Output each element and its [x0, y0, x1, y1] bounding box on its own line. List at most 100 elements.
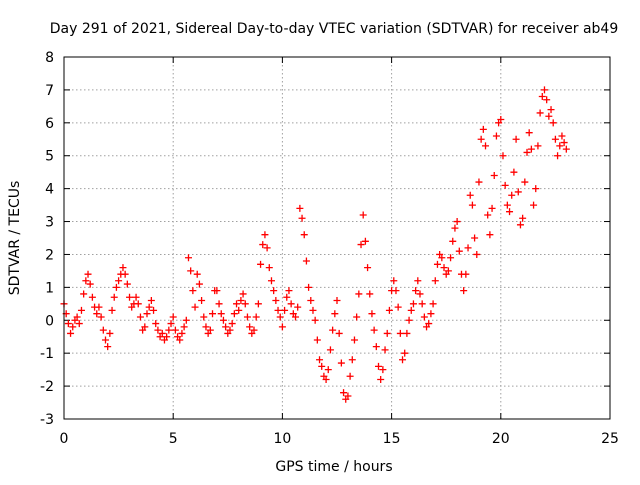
data-point — [514, 188, 522, 196]
data-point — [508, 191, 516, 199]
data-point — [254, 300, 262, 308]
data-point — [287, 300, 295, 308]
data-point — [482, 142, 490, 150]
y-tick-label: 5 — [45, 149, 54, 165]
data-point — [119, 264, 127, 272]
data-point — [250, 326, 258, 334]
data-point — [243, 313, 251, 321]
data-point — [104, 343, 112, 351]
data-point — [217, 310, 225, 318]
data-point — [252, 313, 260, 321]
data-point — [331, 310, 339, 318]
data-point — [510, 168, 518, 176]
data-point — [438, 254, 446, 262]
data-point — [228, 320, 236, 328]
data-point — [554, 152, 562, 160]
data-point — [492, 132, 500, 140]
data-point — [396, 329, 404, 337]
data-point — [184, 254, 192, 262]
data-point — [499, 152, 507, 160]
data-point — [169, 313, 177, 321]
data-point — [178, 329, 186, 337]
data-point — [449, 237, 457, 245]
data-point — [77, 306, 85, 314]
data-point — [106, 329, 114, 337]
data-point — [67, 329, 75, 337]
data-point — [246, 323, 254, 331]
data-point — [324, 366, 332, 374]
data-point — [123, 280, 131, 288]
y-axis-label: SDTVAR / TECUs — [7, 181, 23, 296]
data-point — [163, 333, 171, 341]
data-point — [187, 267, 195, 275]
data-point — [259, 241, 267, 249]
data-point — [538, 92, 546, 100]
data-point — [383, 329, 391, 337]
x-tick-labels: 0 5 10 15 20 25 — [60, 431, 619, 447]
data-point — [503, 201, 511, 209]
data-point — [167, 320, 175, 328]
data-point — [412, 287, 420, 295]
data-point — [300, 231, 308, 239]
data-point — [313, 336, 321, 344]
data-point — [506, 208, 514, 216]
data-point — [405, 316, 413, 324]
data-point — [462, 270, 470, 278]
data-point — [222, 323, 230, 331]
data-point — [165, 326, 173, 334]
data-point — [272, 297, 280, 305]
data-point — [145, 303, 153, 311]
data-point — [431, 277, 439, 285]
data-point — [326, 346, 334, 354]
data-point — [147, 297, 155, 305]
data-point — [305, 283, 313, 291]
data-point — [202, 323, 210, 331]
data-point — [350, 336, 358, 344]
data-point — [230, 310, 238, 318]
data-point — [440, 264, 448, 272]
data-point — [302, 257, 310, 265]
y-tick-label: 3 — [45, 215, 54, 231]
data-point — [368, 310, 376, 318]
data-point — [479, 125, 487, 133]
data-point — [407, 306, 415, 314]
data-point — [473, 250, 481, 258]
data-point — [134, 300, 142, 308]
data-point — [486, 231, 494, 239]
data-point — [198, 297, 206, 305]
y-tick-label: -3 — [40, 412, 54, 428]
x-tick-label: 20 — [492, 431, 510, 447]
data-point — [316, 356, 324, 364]
data-point — [401, 349, 409, 357]
plot-frame — [63, 56, 611, 420]
data-point — [112, 283, 120, 291]
data-point — [534, 142, 542, 150]
data-point — [75, 320, 83, 328]
data-point — [361, 237, 369, 245]
data-point — [322, 376, 330, 384]
data-point — [309, 306, 317, 314]
data-point — [558, 132, 566, 140]
data-point — [348, 356, 356, 364]
data-point — [377, 376, 385, 384]
data-point — [136, 313, 144, 321]
data-point — [121, 270, 129, 278]
y-tick-label: 2 — [45, 247, 54, 263]
data-point — [366, 290, 374, 298]
data-point — [381, 346, 389, 354]
data-point — [355, 290, 363, 298]
data-point — [73, 313, 81, 321]
data-point — [466, 191, 474, 199]
data-point — [180, 323, 188, 331]
x-tick-label: 0 — [60, 431, 69, 447]
data-point — [484, 211, 492, 219]
y-tick-label: 7 — [45, 83, 54, 99]
data-point — [95, 303, 103, 311]
y-tick-label: 0 — [45, 313, 54, 329]
x-tick-label: 15 — [383, 431, 401, 447]
data-point — [141, 323, 149, 331]
data-point — [152, 320, 160, 328]
data-point — [403, 329, 411, 337]
axis-ticks — [63, 56, 611, 420]
data-point — [409, 300, 417, 308]
